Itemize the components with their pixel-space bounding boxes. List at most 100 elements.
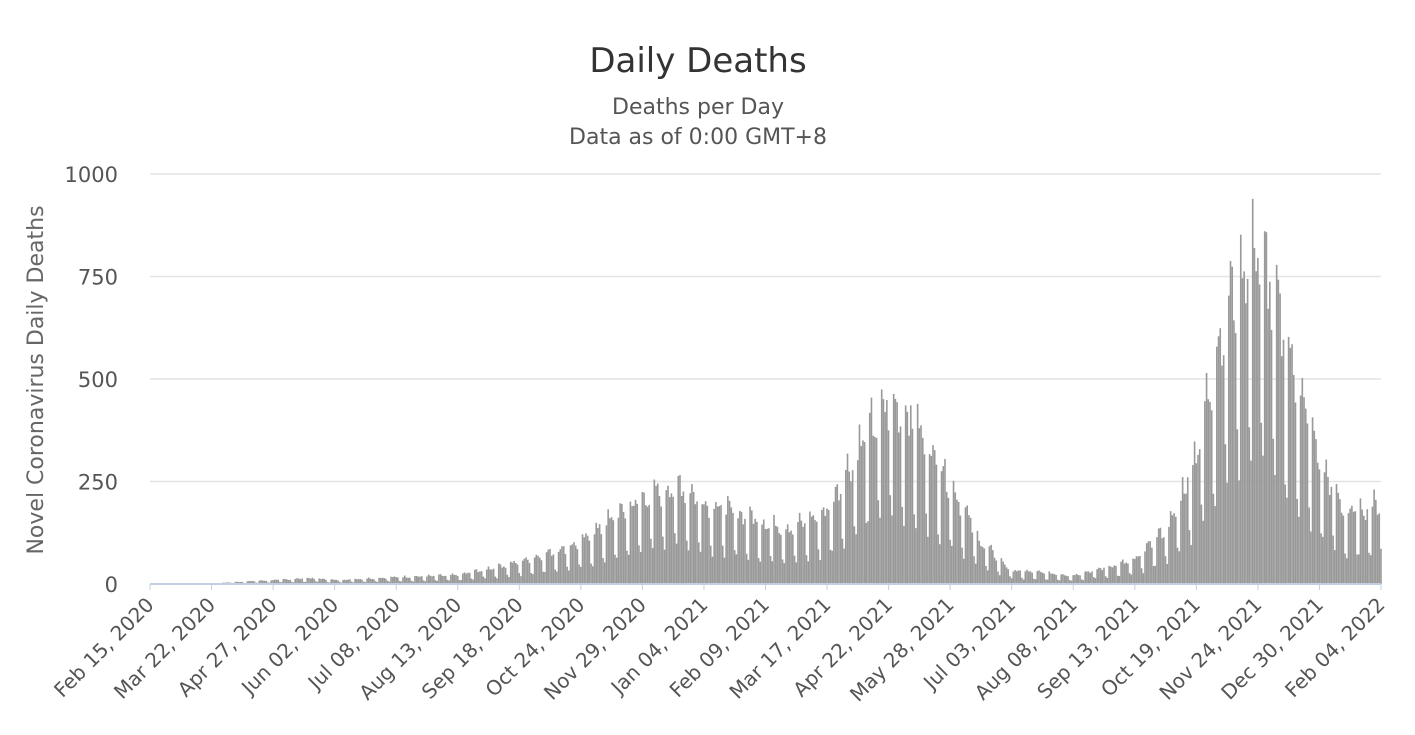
bar: [1057, 579, 1059, 584]
bar: [814, 520, 816, 584]
bar: [942, 466, 945, 584]
bar: [499, 564, 502, 584]
bar: [1301, 377, 1304, 584]
bar: [841, 538, 844, 584]
bar: [1026, 569, 1028, 584]
bar: [504, 567, 507, 584]
bar: [258, 580, 261, 584]
bar: [458, 580, 461, 584]
bar: [672, 496, 674, 584]
bar: [692, 491, 695, 584]
bar: [291, 581, 293, 584]
bar: [350, 581, 353, 584]
bar: [366, 578, 368, 584]
bar: [930, 455, 933, 584]
bar: [627, 554, 630, 584]
bar: [597, 527, 599, 584]
bar: [923, 454, 926, 584]
bar: [863, 442, 866, 584]
bar: [516, 564, 519, 584]
bar: [1033, 578, 1035, 584]
bar: [833, 501, 835, 584]
bar: [783, 563, 786, 584]
bar: [414, 576, 416, 584]
bar: [730, 507, 733, 584]
bar: [909, 405, 912, 584]
bar: [704, 501, 707, 584]
bar: [545, 552, 548, 584]
bar: [817, 549, 820, 584]
bar: [682, 491, 685, 584]
bar: [484, 578, 486, 584]
bar: [920, 425, 922, 584]
bar: [742, 524, 745, 584]
bar: [699, 551, 702, 584]
bar: [359, 579, 362, 584]
bar: [1332, 535, 1334, 584]
bar: [362, 581, 365, 584]
bar: [1123, 563, 1126, 584]
bar: [634, 499, 637, 584]
bar: [537, 555, 539, 584]
bar: [962, 558, 965, 584]
bar: [388, 581, 391, 584]
bar: [947, 497, 950, 584]
bar: [1176, 547, 1179, 584]
bar: [508, 577, 510, 584]
bar: [1250, 460, 1252, 584]
bar: [1233, 320, 1235, 584]
bar: [338, 581, 341, 584]
bar: [306, 577, 309, 584]
bar: [325, 579, 327, 584]
bar: [557, 551, 560, 584]
bar: [561, 546, 563, 584]
bar: [1169, 511, 1172, 584]
bar: [918, 428, 921, 584]
bar: [378, 577, 380, 584]
bar: [1121, 559, 1124, 584]
bar: [1009, 576, 1011, 584]
bar: [993, 557, 996, 584]
bar: [617, 517, 620, 584]
bar: [316, 581, 319, 584]
bar: [798, 512, 801, 584]
bar: [1328, 495, 1331, 584]
bar: [980, 545, 982, 584]
bar: [1342, 515, 1345, 584]
bar: [1017, 570, 1020, 584]
bar: [908, 435, 910, 584]
bar: [1269, 281, 1271, 584]
bar: [1320, 533, 1322, 584]
bar: [1304, 408, 1307, 584]
bar: [520, 576, 522, 584]
bar: [824, 515, 827, 584]
bar: [321, 578, 324, 584]
bar: [412, 581, 415, 584]
bar: [1000, 558, 1003, 584]
bar: [877, 500, 880, 584]
bar: [1045, 579, 1047, 584]
bar: [1349, 508, 1351, 584]
bar: [398, 580, 401, 584]
bar: [1284, 484, 1287, 584]
bar: [1171, 515, 1174, 584]
bar: [1140, 568, 1143, 584]
bar: [641, 491, 644, 584]
bar: [1294, 402, 1297, 584]
bar: [809, 511, 811, 584]
bar: [668, 497, 671, 584]
bar: [1166, 564, 1169, 584]
bar: [1316, 462, 1319, 584]
bar: [1253, 248, 1256, 585]
bar: [1376, 514, 1379, 584]
bar: [526, 559, 529, 584]
bar: [393, 576, 396, 584]
bar: [1188, 530, 1191, 584]
bar: [595, 522, 598, 584]
bar: [590, 563, 592, 584]
bar: [467, 572, 469, 584]
bar: [1147, 541, 1150, 584]
bar: [578, 564, 580, 584]
bar: [492, 568, 495, 584]
bar: [768, 528, 770, 584]
